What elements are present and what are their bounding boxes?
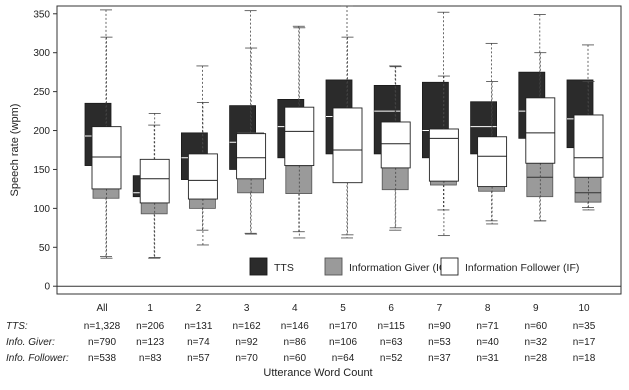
legend-swatch-if [440,257,459,276]
y-tick-label: 200 [33,126,50,137]
x-tick-label: 5 [340,303,346,314]
y-axis-title: Speech rate (wpm) [9,104,21,197]
y-tick-label: 0 [44,282,50,293]
x-tick-label: 3 [244,303,250,314]
x-tick-label: 9 [533,303,539,314]
plot-frame [56,5,622,295]
x-tick-label: 1 [147,303,153,314]
counts-cell: n=31 [476,353,499,364]
counts-cell: n=53 [428,337,451,348]
counts-cell: n=90 [428,321,451,332]
if-box [525,97,556,164]
y-axis-group: 0 50 100 150 200 250 300 350 Speech rate (wpm) [9,9,57,293]
x-tick-label: All [96,303,107,314]
legend-label-tts: TTS [274,262,294,274]
if-box [91,126,122,190]
x-tick-label: 7 [437,303,443,314]
if-box [477,136,508,188]
counts-cell: n=35 [573,321,596,332]
legend-swatch-tts [249,257,268,276]
counts-cell: n=18 [573,353,596,364]
counts-cell: n=32 [525,337,548,348]
legend-label-if: Information Follower (IF) [465,262,579,274]
counts-cell: n=64 [332,353,355,364]
plot-frame-group [56,5,622,295]
y-tick-label: 250 [33,87,50,98]
x-tick-label: 4 [292,303,298,314]
legend-label-ig: Information Giver (IG) [349,262,451,274]
counts-cell: n=106 [329,337,358,348]
if-box [573,114,604,178]
counts-cell: n=162 [233,321,262,332]
counts-cell: n=131 [184,321,213,332]
counts-cell: n=206 [136,321,165,332]
counts-cell: n=123 [136,337,165,348]
legend-swatch-ig [324,257,343,276]
counts-cell: n=71 [476,321,499,332]
counts-cell: n=63 [380,337,403,348]
counts-cell: n=60 [284,353,307,364]
counts-cell: n=92 [235,337,258,348]
y-tick-label: 100 [33,204,50,215]
x-axis-group: All 1 2 3 4 5 6 7 8 9 10 [96,303,590,314]
counts-cell: n=70 [235,353,258,364]
counts-cell: n=57 [187,353,210,364]
x-tick-label: 2 [196,303,202,314]
if-box [332,107,363,184]
if-box [139,158,170,204]
counts-cell: n=52 [380,353,403,364]
y-tick-label: 150 [33,165,50,176]
counts-cell: n=790 [88,337,117,348]
if-box [284,106,315,167]
x-axis-title: Utterance Word Count [263,367,372,379]
y-tick-label: 350 [33,9,50,20]
if-box [428,128,459,182]
y-tick-label: 50 [39,243,51,254]
counts-row-label: Info. Giver: [6,337,55,348]
counts-cell: n=1,328 [84,321,121,332]
counts-cell: n=170 [329,321,358,332]
counts-cell: n=60 [525,321,548,332]
legend-group: TTS Information Giver (IG) Information Fol… [249,257,579,276]
counts-row-label: Info. Follower: [6,353,69,364]
counts-cell: n=538 [88,353,117,364]
counts-cell: n=146 [281,321,310,332]
boxes-group [84,5,604,259]
y-tick-label: 300 [33,48,50,59]
counts-cell: n=37 [428,353,451,364]
x-tick-label: 6 [388,303,394,314]
if-box [380,121,411,169]
counts-cell: n=40 [476,337,499,348]
if-box [187,153,218,200]
counts-cell: n=28 [525,353,548,364]
counts-cell: n=86 [284,337,307,348]
counts-cell: n=115 [378,321,406,332]
x-tick-label: 8 [485,303,491,314]
if-box [236,133,267,180]
counts-cell: n=83 [139,353,162,364]
counts-table-group: TTS: n=1,328 n=206 n=131 n=162 n=146 n=170 n=11… [6,321,596,364]
counts-cell: n=74 [187,337,210,348]
counts-cell: n=17 [573,337,596,348]
x-tick-label: 10 [578,303,590,314]
counts-row-label: TTS: [6,321,28,332]
